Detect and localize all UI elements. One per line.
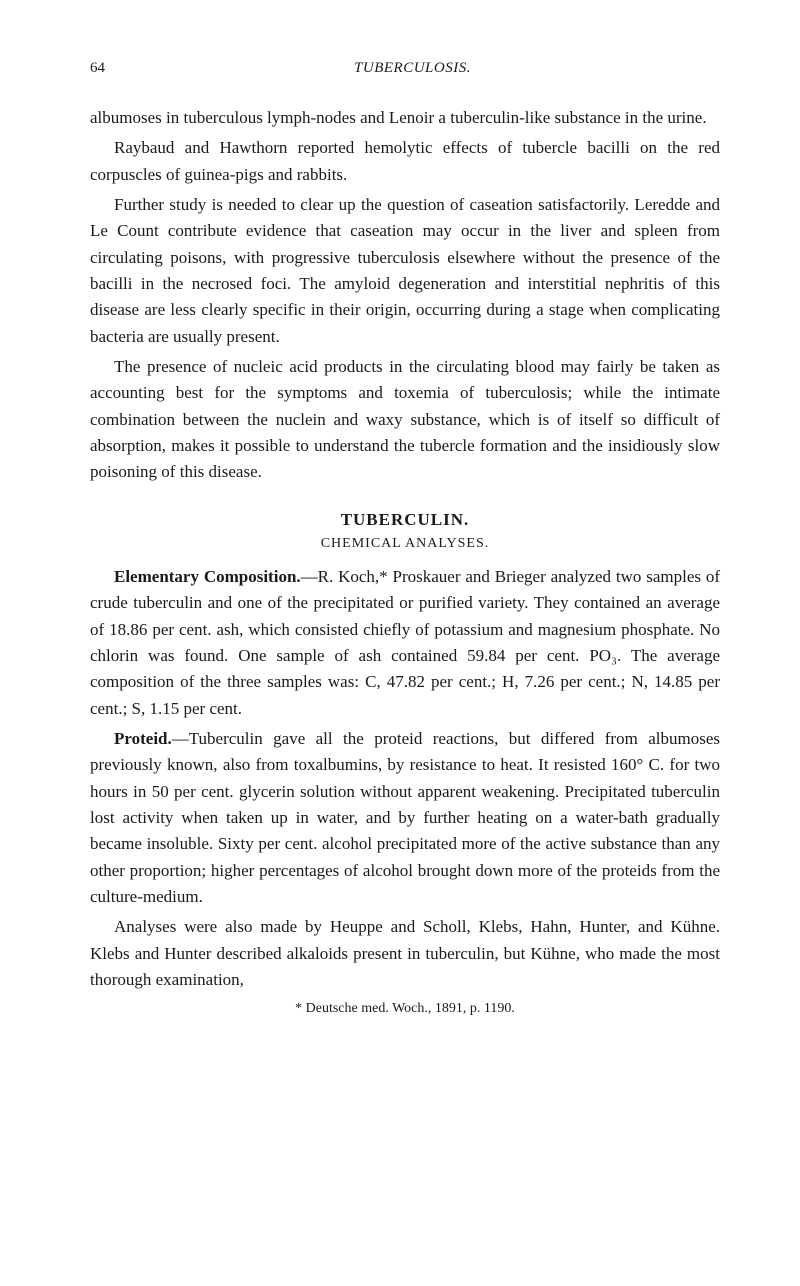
page-header: 64 TUBERCULOSIS.	[90, 60, 720, 77]
running-title: TUBERCULOSIS.	[354, 60, 471, 77]
book-page: 64 TUBERCULOSIS. albumoses in tuberculou…	[0, 0, 800, 1077]
paragraph-lead: Proteid.	[114, 729, 172, 748]
paragraph-lead: Elementary Composition.	[114, 567, 301, 586]
paragraph: Analyses were also made by Heuppe and Sc…	[90, 914, 720, 993]
paragraph-body: —Tuberculin gave all the proteid reactio…	[90, 729, 720, 906]
paragraph: The presence of nucleic acid products in…	[90, 354, 720, 486]
paragraph-elementary-composition: Elementary Composition.—R. Koch,* Proska…	[90, 564, 720, 722]
footnote: * Deutsche med. Woch., 1891, p. 1190.	[90, 1001, 720, 1017]
paragraph-continuation: albumoses in tuberculous lymph-nodes and…	[90, 105, 720, 131]
paragraph: Further study is needed to clear up the …	[90, 192, 720, 350]
section-subtitle: CHEMICAL ANALYSES.	[90, 536, 720, 552]
section-title: TUBERCULIN.	[90, 510, 720, 530]
page-number: 64	[90, 60, 105, 77]
paragraph-body: —R. Koch,* Proskauer and Brieger analyze…	[90, 567, 720, 718]
paragraph: Raybaud and Hawthorn reported hemolytic …	[90, 135, 720, 188]
paragraph-proteid: Proteid.—Tuberculin gave all the proteid…	[90, 726, 720, 910]
